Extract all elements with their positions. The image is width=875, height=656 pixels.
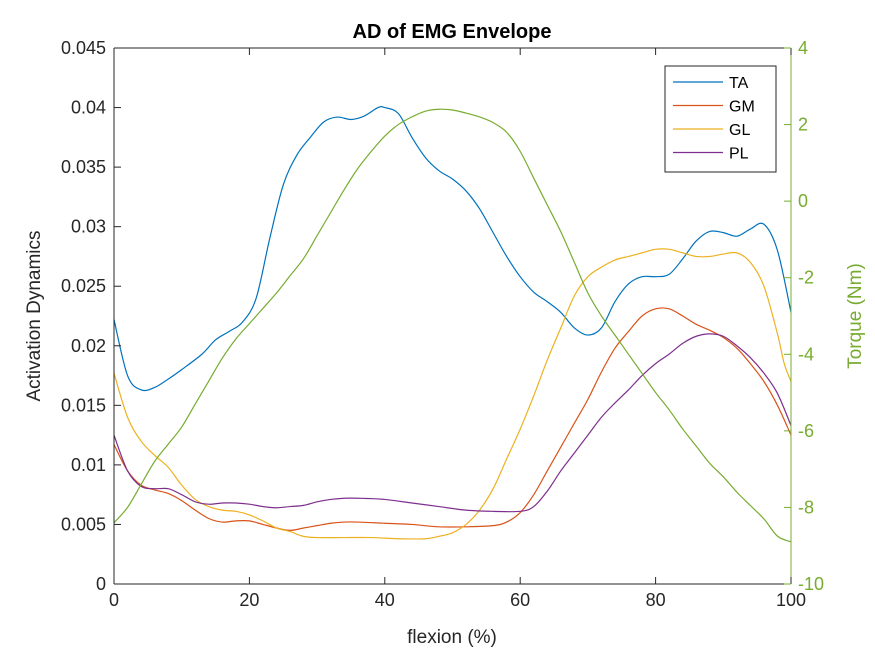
legend: TA GM GL PL: [664, 65, 777, 173]
x-tick-label: 100: [776, 590, 806, 610]
legend-label-pl: PL: [729, 146, 749, 163]
legend-label-ta: TA: [729, 75, 749, 92]
y2-tick-label: -8: [798, 497, 814, 517]
y2-tick-label: -10: [798, 574, 824, 594]
y2-tick-label: 0: [798, 191, 808, 211]
series-line-gl: [113, 248, 792, 540]
axes-layer: 0 20 40 60 80 10000.0050.010.0150.020.0250.03…: [61, 38, 824, 610]
legend-label-gl: GL: [729, 122, 750, 139]
chart-title: AD of EMG Envelope: [353, 21, 552, 43]
x-tick-label: 20: [239, 590, 259, 610]
series-layer: [113, 106, 792, 543]
x-axis-label: flexion (%): [407, 627, 497, 648]
legend-box: [664, 65, 777, 173]
legend-label-gm: GM: [729, 99, 755, 116]
y-tick-label: 0.045: [61, 38, 106, 58]
series-line-gm: [113, 307, 792, 531]
series-line-ta: [113, 106, 792, 392]
y2-tick-label: -2: [798, 268, 814, 288]
y-tick-label: 0: [96, 574, 106, 594]
x-tick-label: 0: [109, 590, 119, 610]
x-tick-label: 80: [646, 590, 666, 610]
y-tick-label: 0.03: [71, 217, 106, 237]
y-tick-label: 0.025: [61, 276, 106, 296]
y2-tick-label: -6: [798, 421, 814, 441]
y-tick-label: 0.01: [71, 455, 106, 475]
y2-axis-label: Torque (Nm): [845, 263, 866, 369]
y-tick-label: 0.035: [61, 157, 106, 177]
y-tick-label: 0.015: [61, 395, 106, 415]
x-tick-label: 40: [375, 590, 395, 610]
y2-tick-label: -4: [798, 344, 814, 364]
y2-tick-label: 2: [798, 115, 808, 135]
y-tick-label: 0.02: [71, 336, 106, 356]
series-line-torque-4: [113, 108, 792, 543]
x-tick-label: 60: [510, 590, 530, 610]
y-tick-label: 0.005: [61, 514, 106, 534]
y-axis-label: Activation Dynamics: [24, 230, 45, 401]
y-tick-label: 0.04: [71, 98, 106, 118]
y2-tick-label: 4: [798, 38, 808, 58]
series-line-pl: [113, 333, 792, 513]
